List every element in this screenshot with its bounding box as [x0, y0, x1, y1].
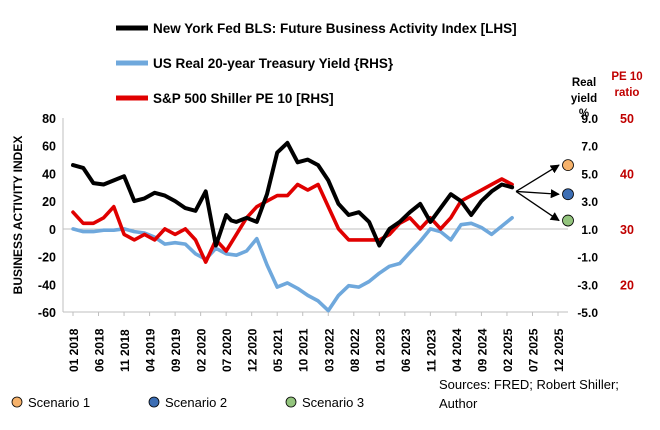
y-axis-right1-ticks: 9.0 7.0 5.0 3.0 1.0 -1.0 -3.0 -5.0 — [577, 112, 598, 320]
series-business-activity — [71, 140, 515, 248]
x-tick-label: 10 2021 — [297, 328, 311, 372]
x-tick-label: 09 2024 — [475, 328, 489, 372]
scenario-legend-marker-2 — [148, 396, 160, 408]
scenario-layer — [515, 159, 574, 227]
x-tick-label: 03 2022 — [322, 328, 336, 372]
scenario-legend-label-1: Scenario 1 — [28, 395, 90, 410]
y-right2-tick-label: 40 — [620, 167, 634, 181]
scenario-legend-marker-1 — [11, 396, 23, 408]
y-left-tick-label: -40 — [38, 278, 56, 292]
y-axis-right1-title-line3: % — [579, 108, 589, 120]
y-right1-tick-label: 5.0 — [581, 167, 598, 181]
y-right1-tick-label: 3.0 — [581, 195, 598, 209]
x-tick-label: 11 2023 — [424, 329, 438, 372]
x-tick-label: 02 2025 — [501, 328, 515, 372]
x-tick-label: 04 2019 — [144, 328, 158, 372]
source-note-line2: Author — [439, 396, 478, 411]
x-tick-label: 04 2024 — [450, 328, 464, 372]
y-axis-right1-title-line2: yield — [571, 93, 597, 105]
x-tick-label: 01 2023 — [373, 328, 387, 372]
x-tick-label: 07 2020 — [220, 328, 234, 372]
scenario-arrow-3 — [515, 190, 560, 222]
y-right2-tick-label: 30 — [620, 223, 634, 237]
scenario-marker-3 — [562, 214, 574, 227]
series-layer — [71, 140, 515, 313]
y-axis-right2-title-line2: ratio — [615, 87, 640, 99]
scenario-marker-2 — [562, 188, 574, 201]
x-tick-label: 06 2023 — [399, 328, 413, 372]
scenario-legend-marker-3 — [285, 396, 297, 408]
x-tick-label: 12 2025 — [552, 328, 566, 372]
y-left-tick-label: -20 — [38, 251, 56, 265]
y-right1-tick-label: 7.0 — [581, 140, 598, 154]
x-tick-label: 01 2018 — [67, 328, 81, 372]
y-right1-tick-label: -3.0 — [577, 278, 598, 292]
y-axis-left-title: BUSINESS ACTIVITY INDEX — [11, 136, 25, 295]
x-tick-label: 11 2018 — [118, 329, 132, 372]
x-tick-label: 08 2022 — [348, 328, 362, 372]
scenario-legend-label-3: Scenario 3 — [302, 395, 364, 410]
y-left-tick-label: 0 — [49, 223, 56, 237]
y-right2-tick-label: 20 — [620, 278, 634, 292]
legend: New York Fed BLS: Future Business Activi… — [116, 21, 517, 106]
y-axis-left-ticks: 80 60 40 20 0 -20 -40 -60 — [38, 112, 56, 320]
y-left-tick-label: -60 — [38, 306, 56, 320]
x-tick-label: 09 2019 — [169, 328, 183, 372]
y-right2-tick-label: 50 — [620, 112, 634, 126]
scenario-legend: Scenario 1 Scenario 2 Scenario 3 — [11, 395, 364, 410]
y-right1-tick-label: 9.0 — [581, 112, 598, 126]
scenario-legend-label-2: Scenario 2 — [165, 395, 227, 410]
y-axis-right2-title-line1: PE 10 — [611, 71, 642, 83]
y-right1-tick-label: 1.0 — [581, 223, 598, 237]
legend-label-real-yield: US Real 20-year Treasury Yield {RHS} — [153, 56, 394, 71]
y-axis-right2-title: PE 10 ratio — [611, 71, 642, 99]
x-tick-label: 06 2018 — [93, 328, 107, 372]
x-tick-label: 05 2021 — [271, 328, 285, 372]
y-axis-right1-title: Real yield % — [571, 77, 597, 120]
source-note-line1: Sources: FRED; Robert Shiller; — [439, 377, 619, 392]
x-axis-ticks: 01 2018 06 2018 11 2018 04 2019 09 2019 02 20… — [67, 312, 566, 372]
y-axis-right2-ticks: 50 40 30 20 — [620, 112, 634, 292]
x-tick-label: 02 2020 — [195, 328, 209, 372]
y-right1-tick-label: -1.0 — [577, 251, 598, 265]
y-left-tick-label: 40 — [42, 167, 56, 181]
scenario-arrow-2 — [516, 189, 560, 199]
x-tick-label: 07 2025 — [526, 328, 540, 372]
series-shiller-pe — [71, 177, 514, 264]
scenario-arrow-1 — [515, 164, 560, 192]
legend-label-shiller-pe: S&P 500 Shiller PE 10 [RHS] — [153, 91, 334, 106]
x-tick-label: 12 2020 — [246, 328, 260, 372]
y-right1-tick-label: -5.0 — [577, 306, 598, 320]
legend-label-business-activity: New York Fed BLS: Future Business Activi… — [153, 21, 517, 36]
y-left-tick-label: 20 — [42, 195, 56, 209]
y-left-tick-label: 80 — [42, 112, 56, 126]
scenario-marker-1 — [562, 159, 574, 172]
y-left-tick-label: 60 — [42, 140, 56, 154]
y-axis-right1-title-line1: Real — [572, 77, 596, 89]
